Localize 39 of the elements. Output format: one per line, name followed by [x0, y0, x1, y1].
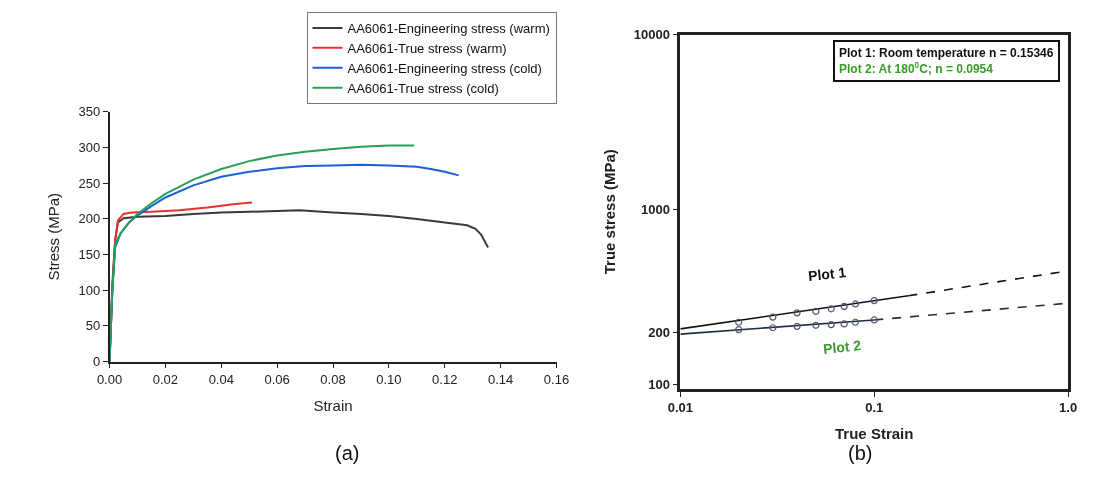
- y-tick-label: 250: [78, 175, 101, 191]
- legend-label: AA6061-True stress (warm): [347, 40, 507, 56]
- x-axis-title: Strain: [313, 397, 353, 415]
- x-tick-label: 0.12: [432, 371, 458, 387]
- x-tick-label: 0.01: [667, 400, 694, 416]
- y-tick-label: 50: [85, 318, 101, 334]
- y-axis-title: True stress (MPa): [601, 149, 619, 275]
- annotation: Plot 2: At 180$^{0}$C; n = 0.0954: [839, 59, 994, 76]
- y-tick-label: 0: [92, 354, 101, 370]
- y-axis-title: Stress (MPa): [45, 192, 63, 281]
- y-tick-label: 100: [648, 377, 671, 393]
- y-tick-label: 300: [78, 140, 101, 156]
- legend-label: AA6061-True stress (cold): [347, 80, 499, 96]
- y-tick-label: 100: [78, 282, 101, 298]
- x-tick-label: 0.14: [487, 371, 514, 387]
- text: (a): [335, 442, 360, 464]
- y-tick-label: 10000: [633, 27, 671, 43]
- x-tick-label: 0.00: [96, 371, 123, 387]
- x-tick-label: 0.02: [152, 371, 179, 387]
- x-tick-label: 0.08: [320, 371, 346, 387]
- text: (b): [848, 442, 873, 464]
- x-tick-label: 0.04: [208, 371, 234, 387]
- legend-label: AA6061-Engineering stress (warm): [347, 21, 550, 37]
- y-tick-label: 200: [78, 211, 101, 227]
- y-tick-label: 150: [78, 247, 101, 263]
- annotation: Plot 1: Room temperature n = 0.15346: [839, 46, 1054, 60]
- y-tick-label: 200: [648, 324, 671, 340]
- x-axis-title: True Strain: [835, 425, 914, 443]
- annotation: Plot 2: [822, 336, 863, 357]
- annotation: Plot 1: [807, 264, 848, 284]
- x-tick-label: 1.0: [1059, 400, 1078, 416]
- y-tick-label: 350: [78, 104, 101, 120]
- y-tick-label: 1000: [641, 202, 671, 218]
- x-tick-label: 0.06: [264, 371, 290, 387]
- x-tick-label: 0.10: [376, 371, 402, 387]
- x-tick-label: 0.1: [865, 400, 884, 416]
- line-series: [109, 144, 416, 362]
- x-tick-label: 0.16: [543, 371, 570, 387]
- legend-label: AA6061-Engineering stress (cold): [347, 60, 542, 76]
